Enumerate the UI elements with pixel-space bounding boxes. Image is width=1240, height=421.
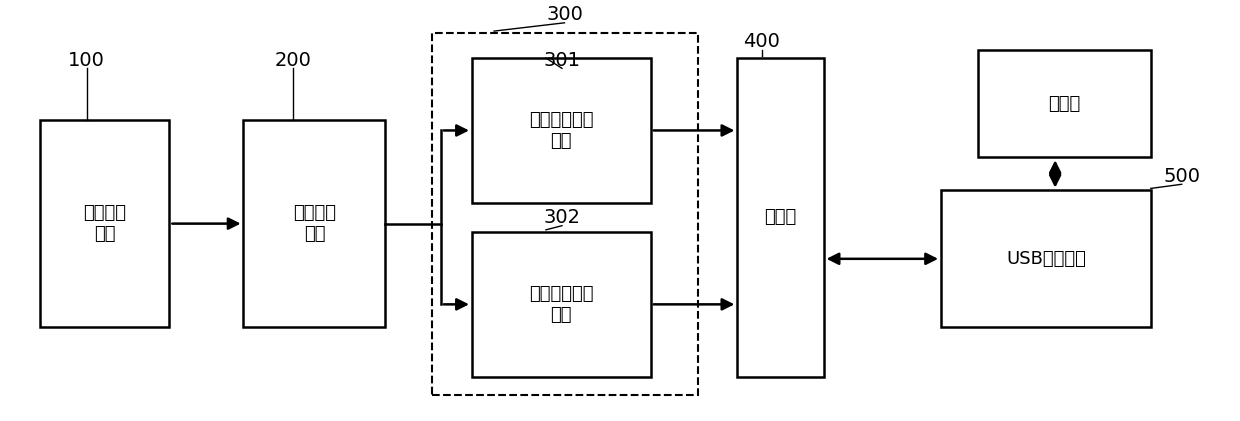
Text: 301: 301	[543, 51, 580, 69]
Text: 第一低通滤波
模块: 第一低通滤波 模块	[529, 285, 594, 324]
Text: 信号调理
模块: 信号调理 模块	[293, 204, 336, 243]
Text: 信号采集
模块: 信号采集 模块	[83, 204, 126, 243]
Text: 400: 400	[744, 32, 780, 51]
Text: 上位机: 上位机	[1048, 95, 1080, 112]
Text: USB接口芯片: USB接口芯片	[1006, 250, 1086, 268]
Text: 300: 300	[546, 5, 583, 24]
Bar	[472, 58, 651, 203]
Text: 500: 500	[1163, 166, 1200, 186]
Text: 100: 100	[68, 51, 105, 69]
Bar	[738, 58, 823, 377]
Bar	[941, 190, 1151, 327]
Bar	[433, 33, 698, 395]
Bar	[40, 120, 170, 327]
Text: 第一波形整形
模块: 第一波形整形 模块	[529, 111, 594, 150]
Text: 302: 302	[543, 208, 580, 227]
Bar	[472, 232, 651, 377]
Bar	[243, 120, 386, 327]
Bar	[978, 50, 1151, 157]
Text: 200: 200	[274, 51, 311, 69]
Text: 单片机: 单片机	[764, 208, 796, 226]
